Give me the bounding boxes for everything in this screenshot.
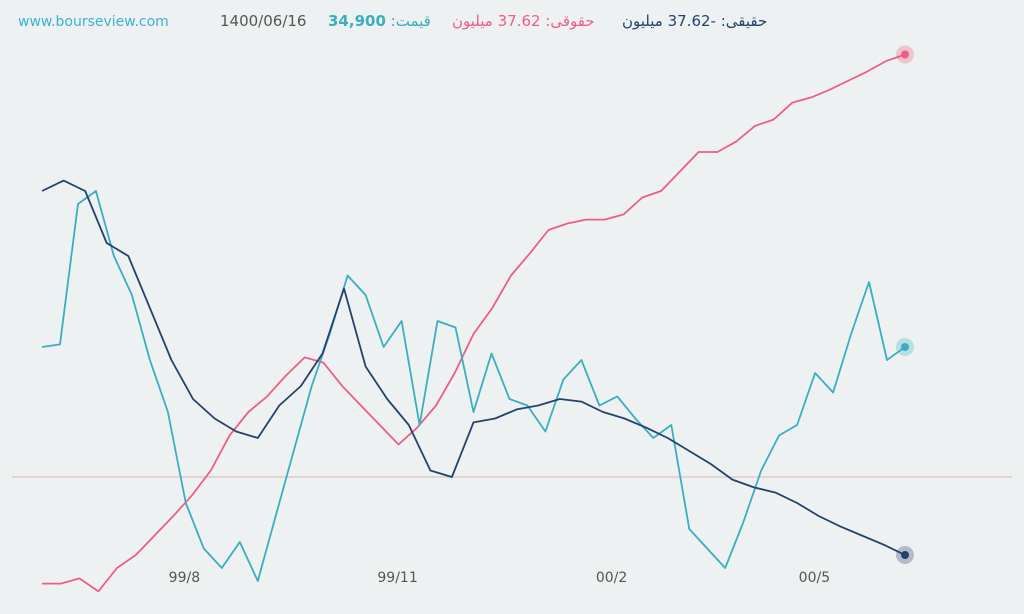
chart-header: www.bourseview.com 1400/06/16 قیمت: 34,9…: [0, 0, 1024, 46]
series-line-haqiqi: [41, 179, 906, 556]
x-tick-label: 99/11: [377, 570, 417, 586]
series-end-point-price[interactable]: [901, 343, 909, 351]
series-line-hoqoqi: [42, 53, 906, 593]
x-tick-label: 00/5: [799, 570, 830, 586]
x-tick-label: 00/2: [596, 570, 627, 586]
x-axis-ticks: 99/8 99/11 00/2 00/5: [169, 570, 830, 586]
series-line-price: [41, 190, 906, 582]
hover-date: 1400/06/16: [220, 12, 307, 30]
legend-haqiqi: حقیقی: -37.62 میلیون: [622, 12, 768, 30]
series-end-point-haqiqi[interactable]: [901, 551, 909, 559]
series-end-point-hoqoqi[interactable]: [901, 50, 909, 59]
legend-hoqoqi: حقوقی: 37.62 میلیون: [452, 12, 595, 30]
site-watermark[interactable]: www.bourseview.com: [18, 14, 169, 30]
legend-price-label: قیمت:: [385, 12, 431, 30]
series-layer: [41, 45, 914, 593]
legend-price: قیمت: 34,900: [328, 12, 431, 30]
legend-price-value: 34,900: [328, 12, 386, 30]
x-tick-label: 99/8: [169, 570, 200, 586]
